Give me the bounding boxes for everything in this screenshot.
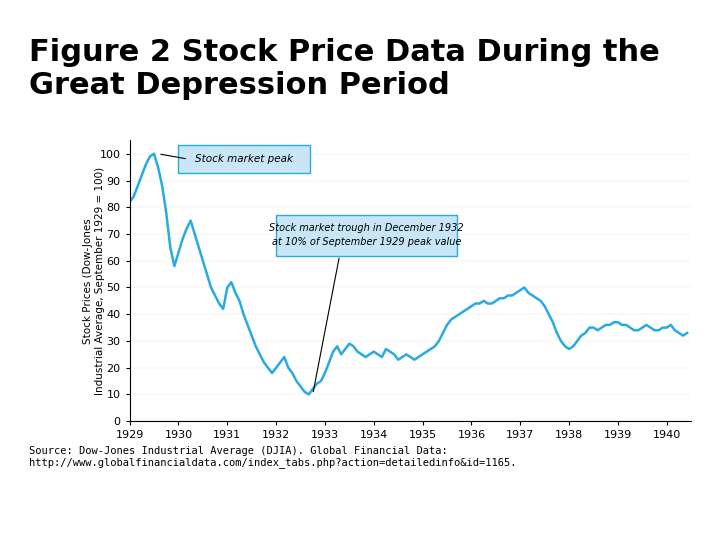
Text: Source: Dow-Jones Industrial Average (DJIA). Global Financial Data:
http://www.g: Source: Dow-Jones Industrial Average (DJ… xyxy=(29,446,516,468)
Text: Stock market trough in December 1932
at 10% of September 1929 peak value: Stock market trough in December 1932 at … xyxy=(269,224,464,247)
Text: Figure 2 Stock Price Data During the
Great Depression Period: Figure 2 Stock Price Data During the Gre… xyxy=(29,38,660,100)
Text: Stock market peak: Stock market peak xyxy=(195,154,293,164)
Text: PEARSON: PEARSON xyxy=(581,511,686,531)
FancyBboxPatch shape xyxy=(179,145,310,173)
Text: 9-8     © 2016 Pearson Education, Inc. All rights reserved.: 9-8 © 2016 Pearson Education, Inc. All r… xyxy=(29,516,310,526)
FancyBboxPatch shape xyxy=(276,215,456,255)
Y-axis label: Stock Prices (Dow-Jones
Industrial Average, September 1929 = 100): Stock Prices (Dow-Jones Industrial Avera… xyxy=(84,167,105,395)
